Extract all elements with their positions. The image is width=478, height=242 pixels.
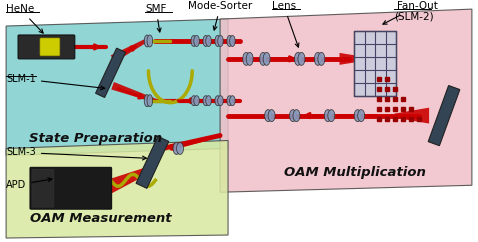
Ellipse shape	[298, 53, 305, 65]
Ellipse shape	[315, 53, 321, 65]
Ellipse shape	[246, 53, 253, 65]
Ellipse shape	[290, 110, 296, 121]
Ellipse shape	[206, 96, 211, 106]
Ellipse shape	[243, 53, 250, 65]
Text: (SLM-2): (SLM-2)	[394, 11, 434, 21]
Text: Lens: Lens	[272, 1, 299, 47]
Text: OAM Measurement: OAM Measurement	[30, 212, 172, 225]
Ellipse shape	[263, 53, 270, 65]
Polygon shape	[428, 85, 460, 146]
Ellipse shape	[354, 110, 361, 121]
Polygon shape	[339, 53, 364, 65]
Text: SLM-1: SLM-1	[6, 74, 105, 90]
Ellipse shape	[215, 36, 220, 46]
Polygon shape	[220, 9, 472, 192]
Polygon shape	[98, 166, 153, 197]
Ellipse shape	[227, 36, 232, 46]
Ellipse shape	[203, 36, 208, 46]
Ellipse shape	[217, 36, 223, 46]
Ellipse shape	[325, 110, 331, 121]
Ellipse shape	[265, 110, 272, 121]
Polygon shape	[111, 82, 156, 103]
Text: Mode-Sorter: Mode-Sorter	[188, 1, 252, 30]
Ellipse shape	[144, 35, 150, 47]
Polygon shape	[111, 39, 146, 62]
Text: HeNe: HeNe	[6, 4, 43, 33]
Ellipse shape	[217, 96, 223, 106]
FancyBboxPatch shape	[40, 38, 60, 56]
Text: APD: APD	[6, 178, 52, 190]
Ellipse shape	[215, 96, 220, 106]
Ellipse shape	[191, 96, 196, 106]
Ellipse shape	[227, 96, 232, 106]
Ellipse shape	[203, 96, 208, 106]
Ellipse shape	[194, 36, 199, 46]
Ellipse shape	[294, 53, 302, 65]
Polygon shape	[136, 136, 169, 188]
Text: State Preparation: State Preparation	[29, 132, 162, 145]
FancyBboxPatch shape	[18, 35, 75, 59]
Ellipse shape	[144, 95, 150, 107]
Bar	[355, 31, 396, 96]
Ellipse shape	[147, 35, 152, 47]
Polygon shape	[394, 108, 429, 124]
Ellipse shape	[229, 96, 235, 106]
Ellipse shape	[260, 53, 267, 65]
Ellipse shape	[318, 53, 325, 65]
FancyBboxPatch shape	[30, 167, 111, 209]
Ellipse shape	[191, 36, 196, 46]
Polygon shape	[96, 48, 126, 98]
Text: SLM-3: SLM-3	[6, 147, 146, 160]
Polygon shape	[6, 141, 228, 238]
Ellipse shape	[328, 110, 335, 121]
FancyBboxPatch shape	[32, 169, 54, 207]
Ellipse shape	[268, 110, 275, 121]
Ellipse shape	[176, 143, 184, 154]
Polygon shape	[6, 19, 228, 155]
Text: Fan-Out: Fan-Out	[383, 1, 438, 24]
Text: OAM Multiplication: OAM Multiplication	[283, 166, 425, 179]
Ellipse shape	[293, 110, 300, 121]
Ellipse shape	[194, 96, 199, 106]
Ellipse shape	[147, 95, 152, 107]
Ellipse shape	[229, 36, 235, 46]
Ellipse shape	[358, 110, 365, 121]
Ellipse shape	[173, 143, 180, 154]
Text: SMF: SMF	[145, 4, 167, 32]
Ellipse shape	[206, 36, 211, 46]
